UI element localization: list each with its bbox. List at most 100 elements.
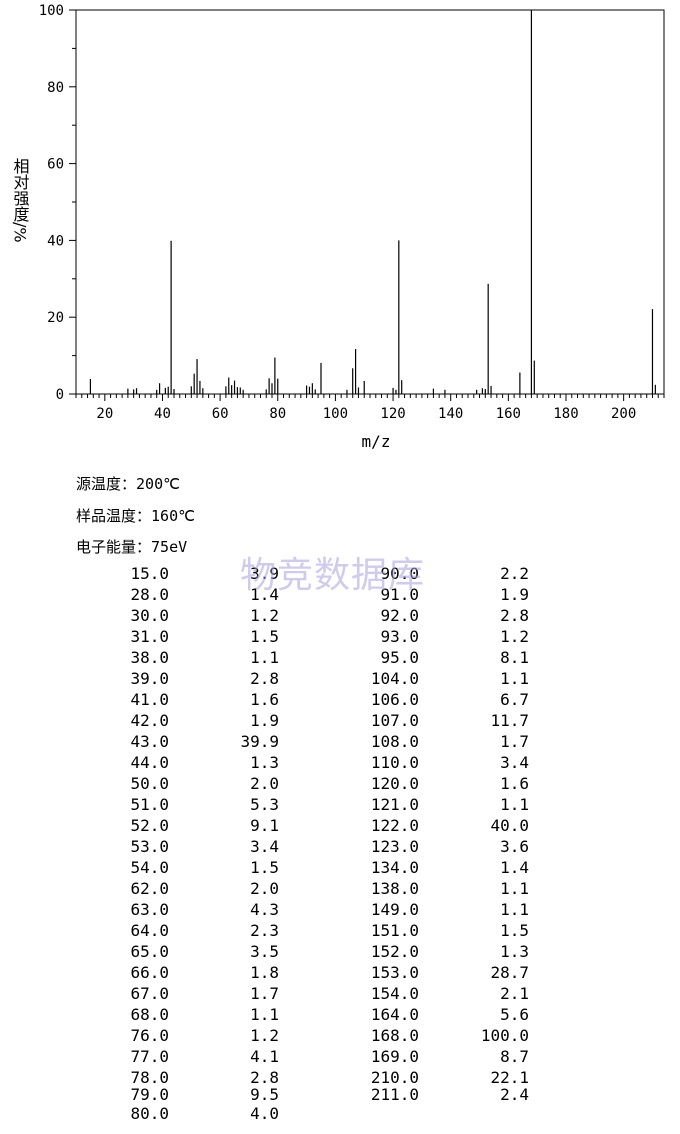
electron-energy-value: 75eV <box>151 538 188 556</box>
sample-temperature: 样品温度：160℃ <box>76 505 195 526</box>
watermark: 物竞数据库 <box>240 555 426 596</box>
x-tick-label: 200 <box>611 406 636 422</box>
intensity-value: 1.5 <box>500 921 529 940</box>
table-row: 78.0 2.8 210.0 22.1 <box>0 1068 680 1089</box>
table-row: 64.0 2.3 151.0 1.5 <box>0 921 680 942</box>
y-tick-label: 60 <box>47 157 64 173</box>
intensity-value: 11.7 <box>490 711 529 730</box>
intensity-value: 5.6 <box>500 1005 529 1024</box>
intensity-value: 3.6 <box>500 837 529 856</box>
intensity-value: 9.1 <box>250 816 279 835</box>
table-row: 54.0 1.5 134.0 1.4 <box>0 858 680 879</box>
mz-value: 211.0 <box>370 1085 419 1104</box>
source-temperature-label: 源温度： <box>76 475 137 493</box>
mz-value: 52.0 <box>130 816 169 835</box>
intensity-value: 1.7 <box>500 732 529 751</box>
x-tick-label: 180 <box>553 406 578 422</box>
mz-value: 90.0 <box>380 564 419 583</box>
mz-value: 51.0 <box>130 795 169 814</box>
intensity-value: 1.1 <box>500 669 529 688</box>
intensity-value: 2.8 <box>250 669 279 688</box>
mz-value: 42.0 <box>130 711 169 730</box>
intensity-value: 2.8 <box>500 606 529 625</box>
intensity-value: 100.0 <box>480 1026 529 1045</box>
table-row: 51.0 5.3 121.0 1.1 <box>0 795 680 816</box>
mz-value: 108.0 <box>370 732 419 751</box>
mz-value: 138.0 <box>370 879 419 898</box>
mz-value: 122.0 <box>370 816 419 835</box>
table-row: 68.0 1.1 164.0 5.6 <box>0 1005 680 1026</box>
mz-value: 41.0 <box>130 690 169 709</box>
y-tick-label: 40 <box>47 233 64 249</box>
table-row: 77.0 4.1 169.0 8.7 <box>0 1047 680 1068</box>
intensity-value: 1.9 <box>500 585 529 604</box>
mz-value: 210.0 <box>370 1068 419 1087</box>
x-axis-label: m/z <box>362 432 391 451</box>
intensity-value: 1.2 <box>500 627 529 646</box>
intensity-value: 40.0 <box>490 816 529 835</box>
mz-value: 153.0 <box>370 963 419 982</box>
intensity-value: 1.6 <box>250 690 279 709</box>
table-row: 50.0 2.0 120.0 1.6 <box>0 774 680 795</box>
plot-frame <box>75 9 665 395</box>
chart-peaks <box>89 10 656 394</box>
intensity-value: 2.0 <box>250 879 279 898</box>
table-row: 42.0 1.9 107.0 11.7 <box>0 711 680 732</box>
table-row: 43.0 39.9 108.0 1.7 <box>0 732 680 753</box>
mz-value: 164.0 <box>370 1005 419 1024</box>
mz-value: 38.0 <box>130 648 169 667</box>
mass-spectrum-chart: 20 40 60 80 100 120 140 160 180 200 0 20 40 60 80 100 m… <box>11 3 665 451</box>
source-temperature: 源温度：200℃ <box>76 473 180 494</box>
intensity-value: 1.6 <box>500 774 529 793</box>
mz-value: 78.0 <box>130 1068 169 1087</box>
sample-temperature-label: 样品温度： <box>76 507 152 525</box>
intensity-value: 1.3 <box>250 753 279 772</box>
y-tick-label: 100 <box>39 3 64 19</box>
mz-value: 76.0 <box>130 1026 169 1045</box>
mz-value: 110.0 <box>370 753 419 772</box>
table-row: 41.0 1.6 106.0 6.7 <box>0 690 680 711</box>
mz-value: 79.0 <box>130 1085 169 1104</box>
table-row: 65.0 3.5 152.0 1.3 <box>0 942 680 963</box>
mz-value: 106.0 <box>370 690 419 709</box>
mz-value: 64.0 <box>130 921 169 940</box>
y-axis-label: 相对强度/% <box>11 158 30 243</box>
intensity-value: 6.7 <box>500 690 529 709</box>
mz-value: 54.0 <box>130 858 169 877</box>
mz-value: 107.0 <box>370 711 419 730</box>
mz-value: 168.0 <box>370 1026 419 1045</box>
intensity-value: 1.5 <box>250 627 279 646</box>
intensity-value: 1.4 <box>250 585 279 604</box>
mz-value: 43.0 <box>130 732 169 751</box>
mz-value: 149.0 <box>370 900 419 919</box>
intensity-value: 1.1 <box>500 900 529 919</box>
intensity-value: 5.3 <box>250 795 279 814</box>
mz-value: 15.0 <box>130 564 169 583</box>
intensity-value: 22.1 <box>490 1068 529 1087</box>
table-row: 79.0 9.5 211.0 2.4 <box>0 1085 680 1106</box>
x-tick-label: 60 <box>212 406 229 422</box>
intensity-value: 2.1 <box>500 984 529 1003</box>
mz-value: 53.0 <box>130 837 169 856</box>
y-tick-label: 0 <box>56 387 64 403</box>
mz-value: 134.0 <box>370 858 419 877</box>
table-row: 53.0 3.4 123.0 3.6 <box>0 837 680 858</box>
electron-energy-label: 电子能量： <box>76 538 152 556</box>
table-row: 39.0 2.8 104.0 1.1 <box>0 669 680 690</box>
mz-value: 31.0 <box>130 627 169 646</box>
intensity-value: 1.4 <box>500 858 529 877</box>
table-row: 63.0 4.3 149.0 1.1 <box>0 900 680 921</box>
mz-value: 104.0 <box>370 669 419 688</box>
x-tick-label: 140 <box>438 406 463 422</box>
intensity-value: 4.0 <box>250 1104 279 1123</box>
mz-value: 154.0 <box>370 984 419 1003</box>
table-row: 67.0 1.7 154.0 2.1 <box>0 984 680 1005</box>
intensity-value: 2.2 <box>500 564 529 583</box>
y-tick-label: 80 <box>47 80 64 96</box>
y-tick-label: 20 <box>47 310 64 326</box>
mz-value: 151.0 <box>370 921 419 940</box>
table-row: 28.0 1.4 91.0 1.9 <box>0 585 680 606</box>
x-tick-label: 40 <box>154 406 171 422</box>
mz-value: 68.0 <box>130 1005 169 1024</box>
intensity-value: 1.2 <box>250 1026 279 1045</box>
